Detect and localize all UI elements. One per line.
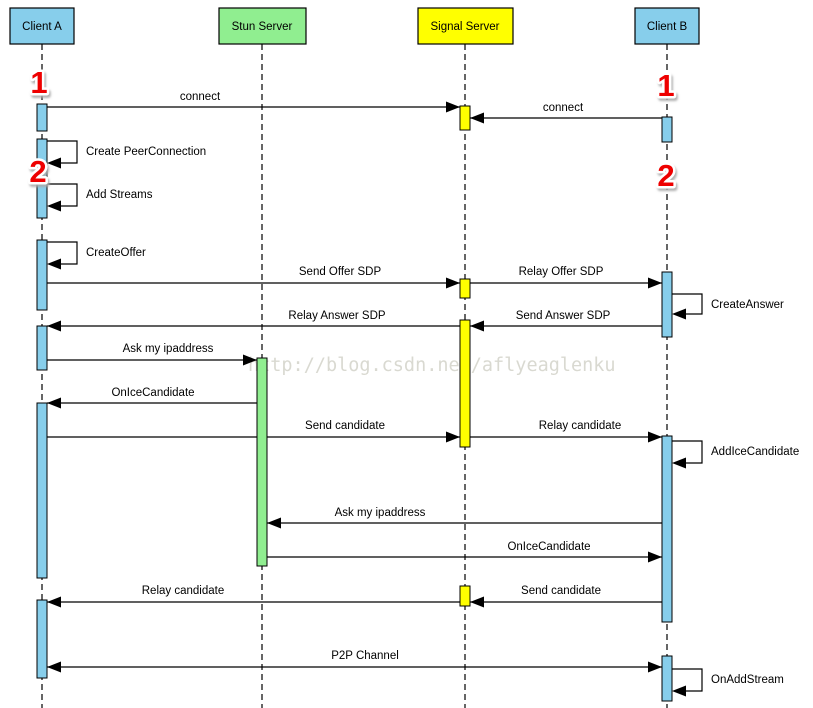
message-label: connect xyxy=(543,102,584,114)
activation-bar-clientA xyxy=(36,239,48,311)
message-labels: connect connect Create PeerConnection Add S… xyxy=(86,91,799,686)
activation-bar-clientA xyxy=(36,325,48,371)
arrowhead-icon xyxy=(470,596,484,608)
activation-bar-signal xyxy=(459,278,471,299)
arrowhead-icon xyxy=(47,661,61,673)
self-message-line xyxy=(672,293,703,315)
message-label: OnIceCandidate xyxy=(111,387,194,399)
activation-bar-clientB xyxy=(661,655,673,702)
arrowhead-icon xyxy=(47,157,61,169)
activation-bar-stun xyxy=(256,357,268,567)
message-label: Send candidate xyxy=(521,585,601,597)
arrowhead-icon xyxy=(446,101,460,113)
arrowhead-icon xyxy=(446,431,460,443)
arrowhead-icon xyxy=(446,277,460,289)
lifelines xyxy=(41,44,668,708)
messages xyxy=(47,101,703,697)
message-label: Send Answer SDP xyxy=(516,310,611,322)
message-label: OnAddStream xyxy=(711,674,784,686)
arrowhead-icon xyxy=(47,258,61,270)
activations xyxy=(36,103,673,702)
message-label: Relay candidate xyxy=(142,585,224,597)
actor-box-signal xyxy=(417,7,514,45)
arrowhead-icon xyxy=(47,200,61,212)
activation-bar-clientA xyxy=(36,103,48,132)
arrowhead-icon xyxy=(672,457,686,469)
activation-bar-clientA xyxy=(36,138,48,219)
activation-bar-signal xyxy=(459,105,471,131)
message-label: Ask my ipaddress xyxy=(335,507,426,519)
actor-box-clientA xyxy=(9,7,75,45)
arrowhead-icon xyxy=(470,320,484,332)
actor-box-clientB xyxy=(634,7,700,45)
activation-bar-clientB xyxy=(661,435,673,623)
message-label: Add Streams xyxy=(86,189,153,201)
actors: Client A Stun Server Signal Server Client B xyxy=(9,7,700,45)
activation-bar-clientA xyxy=(36,599,48,679)
message-label: Relay Answer SDP xyxy=(288,310,385,322)
message-label: Relay candidate xyxy=(539,420,621,432)
arrowhead-icon xyxy=(648,551,662,563)
arrowhead-icon xyxy=(648,431,662,443)
actor-label-clientB: Client B xyxy=(647,21,688,33)
arrowhead-icon xyxy=(243,354,257,366)
arrowhead-icon xyxy=(672,308,686,320)
message-label: Send candidate xyxy=(305,420,385,432)
arrowhead-icon xyxy=(47,397,61,409)
arrowhead-icon xyxy=(648,661,662,673)
activation-bar-signal xyxy=(459,319,471,448)
message-label: CreateOffer xyxy=(86,247,146,259)
activation-bar-clientA xyxy=(36,402,48,579)
self-message-line xyxy=(47,183,78,207)
arrowhead-icon xyxy=(470,112,484,124)
message-label: CreateAnswer xyxy=(711,299,784,311)
message-label: P2P Channel xyxy=(331,650,399,662)
arrowhead-icon xyxy=(672,685,686,697)
message-label: OnIceCandidate xyxy=(507,541,590,553)
self-message-line xyxy=(672,668,703,692)
actor-label-clientA: Client A xyxy=(22,21,62,33)
activation-bar-clientB xyxy=(661,116,673,143)
activation-bar-signal xyxy=(459,585,471,607)
message-label: Relay Offer SDP xyxy=(519,266,604,278)
actor-label-stun: Stun Server xyxy=(232,21,293,33)
arrowhead-icon xyxy=(648,277,662,289)
step-number-clientA: 2 xyxy=(29,154,46,189)
step-number-clientB: 2 xyxy=(657,158,674,193)
actor-label-signal: Signal Server xyxy=(430,21,499,33)
self-message-line xyxy=(47,140,78,164)
step-annotations: 1 2 1 2 xyxy=(27,63,677,196)
message-label: Create PeerConnection xyxy=(86,146,206,158)
message-label: Send Offer SDP xyxy=(299,266,382,278)
message-label: AddIceCandidate xyxy=(711,446,799,458)
message-label: connect xyxy=(180,91,221,103)
watermark-text: http://blog.csdn.net/aflyeaglenku xyxy=(248,355,616,376)
step-number-clientA: 1 xyxy=(30,65,47,100)
self-message-line xyxy=(672,440,703,464)
arrowhead-icon xyxy=(267,517,281,529)
actor-box-stun xyxy=(218,7,307,45)
message-label: Ask my ipaddress xyxy=(123,343,214,355)
watermark: http://blog.csdn.net/aflyeaglenku xyxy=(248,355,616,376)
step-number-clientB: 1 xyxy=(657,68,674,103)
self-message-line xyxy=(47,241,78,265)
arrowhead-icon xyxy=(47,596,61,608)
arrowhead-icon xyxy=(47,320,61,332)
activation-bar-clientB xyxy=(661,271,673,338)
